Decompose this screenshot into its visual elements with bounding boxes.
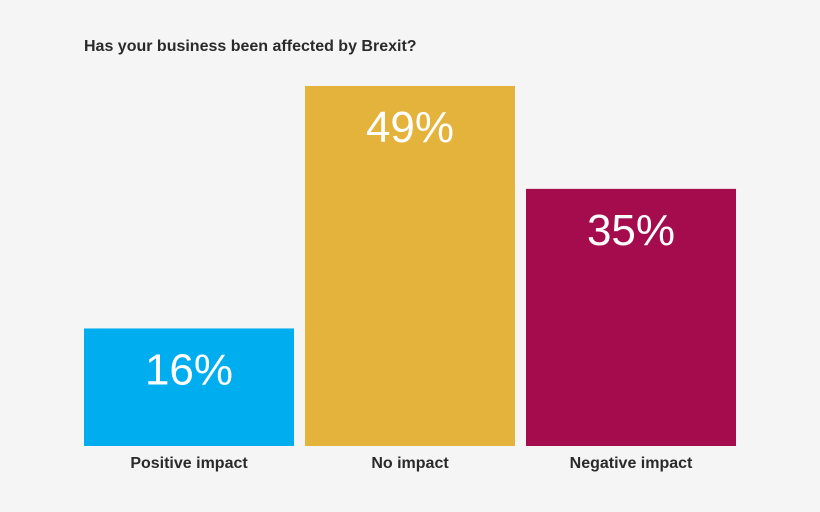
category-label: No impact (371, 455, 449, 472)
chart-title: Has your business been affected by Brexi… (84, 38, 417, 55)
category-label: Positive impact (130, 455, 248, 472)
bar-negative-impact (526, 188, 736, 446)
data-label: 49% (366, 103, 454, 152)
data-label: 35% (587, 206, 675, 255)
bar-positive-impact (84, 328, 294, 446)
category-label: Negative impact (570, 455, 693, 472)
bar-no-impact (305, 86, 515, 446)
data-label: 16% (145, 345, 233, 394)
